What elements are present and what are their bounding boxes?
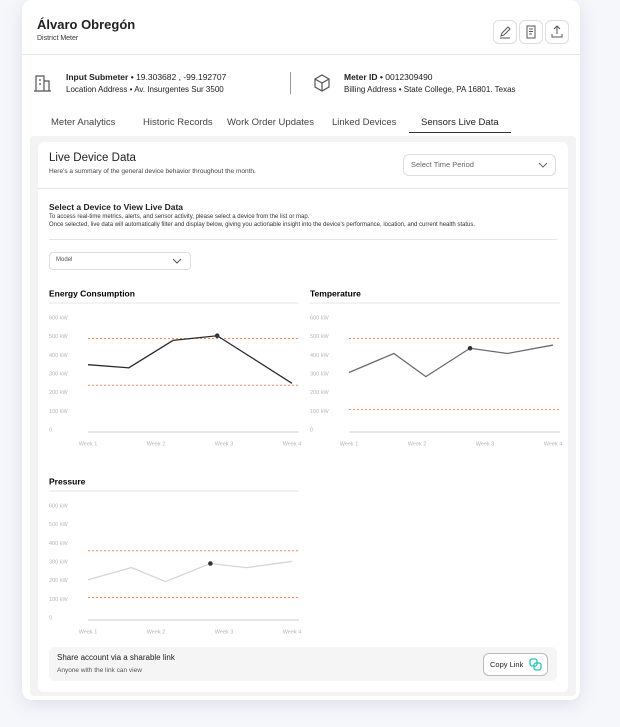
time-select[interactable]: Select Time Period (403, 154, 556, 176)
info-label: Billing Address • (344, 85, 402, 94)
tab[interactable]: Sensors Live Data (409, 117, 511, 133)
y-tick-label: 300 kW (49, 559, 68, 565)
select-placeholder: Select Time Period (411, 160, 474, 169)
box-icon (314, 74, 330, 92)
highlight-point (208, 561, 213, 566)
x-tick-label: Week 1 (79, 441, 98, 447)
chart-title: Temperature (310, 288, 361, 298)
panel (38, 142, 568, 692)
y-tick-label: 0 (49, 427, 52, 433)
x-tick-label: Week 3 (215, 441, 234, 447)
y-tick-label: 600 kW (49, 315, 68, 321)
copy-link-button[interactable]: Copy Link (483, 653, 548, 676)
building-icon (34, 75, 51, 92)
x-tick-label: Week 1 (79, 629, 98, 635)
report-button[interactable] (519, 20, 543, 44)
share-subtitle: Anyone with the link can view (57, 667, 142, 674)
device-text: Once selected, live data will automatica… (49, 222, 476, 228)
y-tick-label: 100 kW (49, 409, 68, 415)
chevron (538, 162, 548, 168)
edit-button[interactable] (493, 20, 517, 44)
info-line: Input Submeter • 19.303682 , -99.192707 (66, 72, 226, 82)
x-tick-label: Week 3 (215, 629, 234, 635)
divider (22, 54, 580, 55)
info-label: Input Submeter • (66, 72, 134, 82)
dropdown-label: Model (56, 257, 73, 263)
info-value: 0012309490 (385, 72, 433, 82)
report-icon (526, 25, 536, 39)
share-title: Share account via a sharable link (57, 653, 175, 662)
separator (290, 72, 291, 94)
y-tick-label: 500 kW (49, 334, 68, 340)
info-value: State College, PA 16801. Texas (403, 85, 516, 94)
info-value: Av. Insurgentes Sur 3500 (134, 85, 224, 94)
info-line: Location Address • Av. Insurgentes Sur 3… (66, 85, 224, 94)
tab[interactable]: Work Order Updates (227, 117, 314, 128)
y-tick-label: 500 kW (310, 334, 329, 340)
y-tick-label: 100 kW (310, 409, 329, 415)
divider (38, 188, 568, 189)
y-tick-label: 100 kW (49, 597, 68, 603)
button-label: Copy Link (490, 660, 524, 669)
chart-title: Pressure (49, 476, 86, 486)
info-label: Location Address • (66, 85, 133, 94)
highlight-point (214, 333, 220, 339)
highlight-point (467, 345, 473, 351)
tab[interactable]: Meter Analytics (51, 117, 116, 128)
y-tick-label: 0 (49, 615, 52, 621)
data-line (87, 335, 293, 384)
data-line (87, 560, 293, 583)
chart-title: Energy Consumption (49, 288, 135, 298)
info-value: 19.303682 , -99.192707 (136, 72, 227, 82)
y-tick-label: 0 (310, 427, 313, 433)
y-tick-label: 200 kW (49, 390, 68, 396)
meter-subtitle: District Meter (37, 35, 79, 42)
y-tick-label: 600 kW (310, 315, 329, 321)
tab[interactable]: Historic Records (143, 117, 213, 128)
panel-title: Live Device Data (49, 152, 136, 164)
panel-subtitle: Here's a summary of the general device b… (49, 168, 256, 175)
x-tick-label: Week 4 (544, 441, 563, 447)
export-button[interactable] (545, 20, 569, 44)
edit-icon (500, 26, 511, 39)
x-tick-label: Week 3 (476, 441, 495, 447)
x-tick-label: Week 4 (283, 441, 302, 447)
x-tick-label: Week 4 (283, 629, 302, 635)
y-tick-label: 300 kW (310, 371, 329, 377)
x-tick-label: Week 2 (408, 441, 427, 447)
tab[interactable]: Linked Devices (332, 117, 397, 128)
chevron (172, 258, 182, 264)
x-tick-label: Week 2 (147, 629, 166, 635)
export-icon (551, 25, 563, 38)
y-tick-label: 300 kW (49, 371, 68, 377)
device-text: To access real-time metrics, alerts, and… (49, 214, 310, 220)
y-tick-label: 400 kW (49, 541, 68, 547)
divider (49, 239, 557, 240)
y-tick-label: 400 kW (49, 353, 68, 359)
info-line: Meter ID • 0012309490 (344, 72, 433, 82)
x-tick-label: Week 1 (340, 441, 359, 447)
info-line: Billing Address • State College, PA 1680… (344, 85, 516, 94)
info-label: Meter ID • (344, 72, 383, 82)
y-tick-label: 600 kW (49, 503, 68, 509)
link-icon (529, 658, 542, 671)
charts: Energy Consumption 0 100 kW 200 kW 300 kW 400… (49, 288, 563, 635)
model-dropdown[interactable]: Model (49, 252, 191, 270)
x-tick-label: Week 2 (147, 441, 166, 447)
device-title: Select a Device to View Live Data (49, 202, 184, 212)
y-tick-label: 400 kW (310, 353, 329, 359)
y-tick-label: 200 kW (310, 390, 329, 396)
data-line (348, 344, 554, 378)
share-box (49, 647, 557, 681)
meter-title: Álvaro Obregón (37, 17, 136, 32)
y-tick-label: 200 kW (49, 578, 68, 584)
y-tick-label: 500 kW (49, 522, 68, 528)
